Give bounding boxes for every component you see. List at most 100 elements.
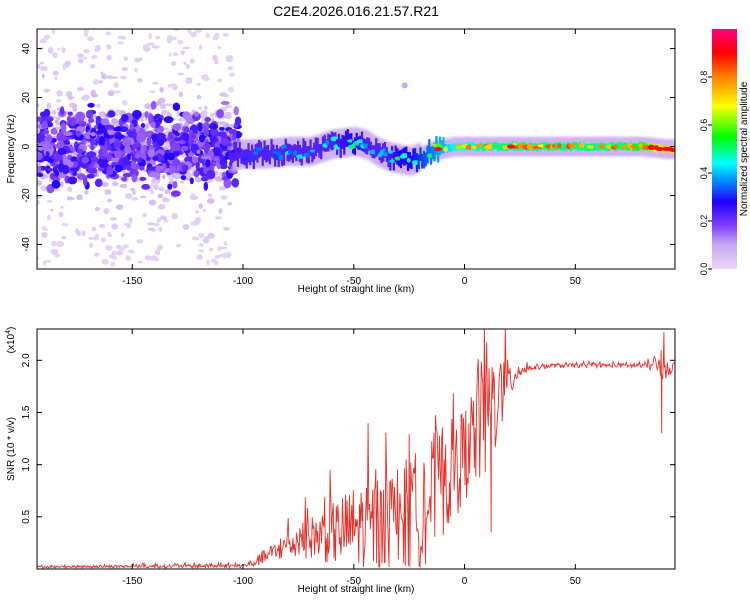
noise-blob (119, 126, 129, 133)
noise-speckle (208, 247, 214, 252)
noise-speckle (104, 189, 112, 195)
noise-speckle (65, 91, 73, 98)
noise-speckle (209, 113, 215, 118)
track-segment (375, 138, 378, 157)
track-segment (575, 142, 578, 150)
snr-scale-label: (x104) (5, 327, 17, 354)
noise-blob (191, 156, 199, 164)
noise-blob (231, 178, 240, 188)
noise-speckle (87, 36, 95, 42)
noise-blob (199, 134, 205, 143)
noise-speckle (182, 223, 190, 230)
noise-blob (169, 166, 177, 173)
track-peak (578, 142, 586, 149)
track-segment (302, 138, 305, 157)
noise-blob (181, 164, 189, 172)
track-peak (557, 143, 562, 149)
snr-x-label: Height of straight line (km) (298, 584, 415, 595)
noise-speckle (227, 202, 233, 206)
track-peak (570, 143, 577, 148)
noise-blob (104, 124, 115, 130)
noise-speckle (137, 260, 144, 264)
noise-speckle (124, 192, 133, 200)
noise-speckle (160, 109, 168, 116)
noise-speckle (91, 54, 98, 60)
noise-speckle (157, 193, 164, 199)
colorbar-label: Normalized spectral amplitude (739, 81, 750, 216)
noise-speckle (196, 94, 202, 100)
noise-speckle (93, 252, 100, 257)
noise-speckle (81, 230, 86, 237)
noise-speckle (117, 41, 125, 45)
track-segment (235, 141, 238, 161)
noise-speckle (76, 231, 82, 236)
noise-blob (98, 136, 105, 146)
track-segment (268, 150, 271, 165)
y-tick-label: 40 (21, 43, 32, 55)
noise-speckle (132, 189, 136, 196)
noise-speckle (154, 249, 161, 256)
x-tick-label: -50 (347, 276, 362, 287)
noise-speckle (166, 35, 174, 42)
noise-blob (118, 158, 124, 166)
noise-speckle (106, 44, 112, 50)
track-peak (427, 153, 433, 159)
noise-speckle (224, 251, 232, 258)
noise-blob (42, 130, 49, 135)
snr-marks (37, 329, 675, 569)
noise-speckle (202, 77, 211, 81)
noise-blob (98, 148, 103, 157)
noise-blob (60, 106, 65, 116)
noise-speckle (136, 239, 144, 244)
noise-speckle (227, 86, 235, 93)
noise-speckle (159, 103, 167, 110)
snr-scale-exponent: 4 (5, 330, 12, 334)
noise-blob (166, 152, 175, 161)
noise-speckle (113, 82, 119, 88)
noise-speckle (185, 64, 190, 70)
noise-blob (136, 132, 145, 143)
track-segment (543, 142, 546, 150)
noise-blob (86, 109, 94, 119)
noise-speckle (66, 196, 73, 201)
noise-blob (167, 183, 173, 190)
noise-speckle (139, 195, 147, 199)
noise-blob (106, 142, 112, 151)
noise-blob (87, 167, 98, 174)
noise-blob (232, 132, 237, 143)
noise-speckle (191, 236, 200, 241)
noise-speckle (58, 211, 64, 218)
noise-blob (218, 126, 225, 131)
noise-blob (37, 165, 42, 175)
noise-speckle (40, 65, 48, 72)
track-segment (424, 152, 427, 167)
noise-speckle (110, 76, 118, 79)
snr-y-ticks: 0.5 1.0 1.5 2.0 (21, 353, 675, 524)
track-peak (236, 147, 242, 153)
noise-speckle (125, 255, 131, 261)
noise-speckle (40, 185, 48, 191)
noise-speckle (41, 231, 48, 239)
track-segment (564, 143, 567, 152)
noise-blob (200, 155, 208, 160)
noise-blob (206, 169, 216, 180)
noise-blob (203, 127, 210, 137)
track-segment (321, 136, 325, 151)
noise-blob (214, 154, 220, 163)
noise-speckle (94, 206, 100, 211)
track-segment (270, 138, 273, 158)
noise-speckle (200, 110, 208, 116)
noise-speckle (223, 226, 230, 231)
noise-speckle (128, 249, 135, 254)
noise-speckle (187, 29, 192, 34)
noise-speckle (213, 176, 220, 181)
noise-blob (172, 123, 182, 131)
noise-speckle (152, 81, 159, 85)
spectrogram-x-ticks: -150 -100 -50 0 50 (122, 29, 581, 287)
track-segment (355, 132, 358, 148)
noise-blob (37, 116, 43, 122)
track-segment (477, 143, 481, 152)
noise-speckle (54, 188, 60, 192)
noise-blob (196, 149, 201, 155)
noise-speckle (43, 35, 51, 40)
